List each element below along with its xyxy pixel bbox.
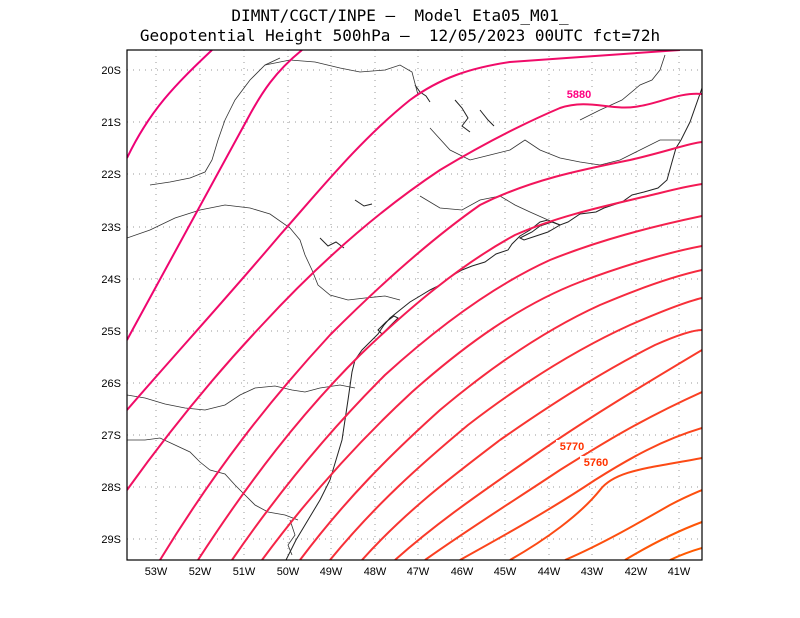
contour-label-5880: 5880 [567,89,591,101]
longitude-axis: 53W 52W 51W 50W 49W 48W 47W 46W 45W 44W … [145,566,691,578]
lon-tick-label: 49W [320,566,343,578]
contour-5710 [669,547,702,560]
state-border [149,57,281,186]
contour-5880 [127,50,213,159]
state-border [264,59,419,96]
lon-tick-label: 48W [364,566,387,578]
lon-tick-label: 43W [581,566,604,578]
lon-tick-label: 51W [233,566,256,578]
island-shape [518,221,562,241]
contour-5830 [197,183,702,560]
state-border [419,195,549,221]
contour-5760 [424,391,702,560]
contour-lines [127,50,702,560]
state-border [127,384,356,411]
lat-lon-grid [127,50,702,560]
latitude-axis: 20S 21S 22S 23S 24S 25S 26S 27S 28S 29S [101,65,121,546]
coastline [285,87,702,560]
lat-tick-label: 26S [101,378,121,390]
lat-tick-label: 28S [101,482,121,494]
contour-5730 [564,489,702,560]
chart-title-line-1: DIMNT/CGCT/INPE – Model Eta05_M01_ [231,6,569,25]
contour-label-5760: 5760 [584,457,608,469]
state-border [429,127,680,166]
lon-tick-label: 42W [625,566,648,578]
contour-5790 [329,297,702,560]
contour-5720 [624,521,702,560]
contour-5780 [361,329,702,560]
chart-title-line-2: Geopotential Height 500hPa – 12/05/2023 … [139,26,661,45]
lon-tick-label: 47W [407,566,430,578]
state-border [287,519,296,556]
lon-tick-label: 53W [145,566,168,578]
lat-tick-label: 22S [101,169,121,181]
contour-5820 [231,215,702,560]
lagoon-shape [377,315,399,335]
lon-tick-label: 52W [189,566,212,578]
contour-5860 [127,50,681,411]
lat-tick-label: 21S [101,117,121,129]
state-border [127,204,401,301]
contour-5870 [127,50,303,341]
lon-tick-label: 45W [494,566,517,578]
reservoir-shape [319,84,495,249]
contour-5810 [261,245,702,560]
contour-5840 [159,141,702,560]
state-border [579,54,666,121]
lat-tick-label: 29S [101,534,121,546]
lat-tick-label: 20S [101,65,121,77]
lon-tick-label: 50W [277,566,300,578]
lat-tick-label: 24S [101,274,121,286]
contour-labels: 5880 5770 5760 [556,88,612,469]
contour-5800 [299,269,702,560]
lat-tick-label: 25S [101,326,121,338]
contour-5740 [509,457,702,560]
lat-tick-label: 23S [101,222,121,234]
lat-tick-label: 27S [101,430,121,442]
contour-5850 [127,92,702,491]
lon-tick-label: 44W [538,566,561,578]
lon-tick-label: 46W [451,566,474,578]
lon-tick-label: 41W [668,566,691,578]
contour-label-5770: 5770 [560,441,584,453]
plot-frame [126,49,703,561]
contour-5770 [394,349,702,560]
contour-5750 [459,427,702,560]
